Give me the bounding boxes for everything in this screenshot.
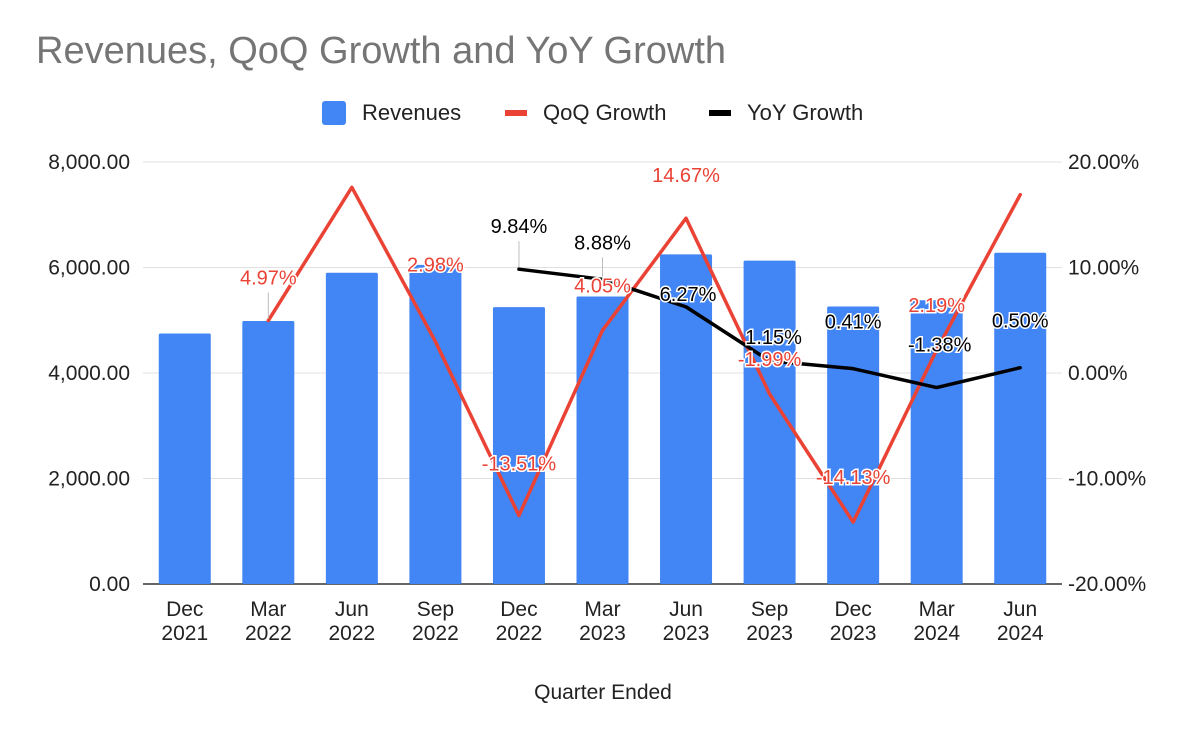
revenue-bar [910, 300, 963, 584]
yoy-data-label: 8.88% [574, 232, 631, 254]
revenue-bar [325, 272, 378, 584]
chart-title: Revenues, QoQ Growth and YoY Growth [36, 30, 727, 72]
left-axis-tick-label: 8,000.00 [48, 151, 130, 174]
x-axis-tick-label: Dec [500, 598, 537, 621]
x-axis-tick-label: Dec [166, 598, 203, 621]
x-axis-tick-label: 2023 [663, 622, 710, 645]
right-axis-tick-label: 20.00% [1068, 151, 1139, 174]
right-axis-ticks: -20.00% -10.00% 0.00% 10.00% 20.00% [1068, 151, 1146, 596]
x-axis-tick-label: Mar [250, 598, 286, 621]
x-axis-tick-label: Mar [584, 598, 620, 621]
yoy-data-label: 0.41% [825, 312, 882, 334]
x-axis-tick-label: 2023 [746, 622, 793, 645]
left-axis-tick-label: 6,000.00 [48, 257, 130, 280]
x-axis-tick-label: Dec [834, 598, 871, 621]
x-axis-tick-label: 2022 [412, 622, 459, 645]
yoy-series-line [517, 267, 1022, 390]
legend: Revenues QoQ Growth YoY Growth [0, 98, 1200, 128]
qoq-data-label: -1.99% [738, 349, 802, 371]
revenue-bar [242, 321, 295, 584]
qoq-data-label: 2.98% [407, 255, 464, 277]
x-axis-tick-label: 2023 [830, 622, 877, 645]
legend-swatch-yoy [709, 110, 731, 116]
revenue-bar [492, 307, 545, 584]
legend-label-qoq: QoQ Growth [543, 100, 667, 125]
x-axis-tick-label: 2022 [329, 622, 376, 645]
legend-item-revenues[interactable]: Revenues [322, 98, 461, 128]
x-axis-tick-label: 2021 [161, 622, 208, 645]
qoq-data-label: 14.67% [652, 165, 720, 187]
revenue-bar [743, 260, 796, 584]
yoy-data-label: 6.27% [660, 284, 717, 306]
legend-swatch-qoq [505, 110, 527, 116]
revenue-bar [576, 296, 629, 584]
qoq-data-label: -13.51% [482, 454, 557, 476]
x-axis-tick-label: 2023 [579, 622, 626, 645]
qoq-labels: 4.97% 2.98% -13.51% 4.05% 14.67% -1.99% -14.13… [238, 164, 966, 491]
left-axis-tick-label: 4,000.00 [48, 362, 130, 385]
left-axis-tick-label: 2,000.00 [48, 468, 130, 491]
left-axis-ticks: 0.00 2,000.00 4,000.00 6,000.00 8,000.00 [48, 151, 130, 596]
x-axis-tick-label: Jun [1003, 598, 1037, 621]
revenue-bars [158, 252, 1047, 585]
x-axis-tick-label: Sep [751, 598, 788, 621]
right-axis-tick-label: 10.00% [1068, 257, 1139, 280]
x-axis-title: Quarter Ended [534, 681, 672, 704]
yoy-data-label: 9.84% [491, 216, 548, 238]
x-axis-tick-label: Jun [669, 598, 703, 621]
qoq-data-label: 4.05% [574, 275, 631, 297]
x-axis-ticks: Dec2021Mar2022Jun2022Sep2022Dec2022Mar20… [161, 598, 1043, 645]
x-axis-tick-label: 2024 [913, 622, 960, 645]
x-axis-tick-label: Mar [919, 598, 955, 621]
x-axis-tick-label: Sep [417, 598, 454, 621]
right-axis-tick-label: -20.00% [1068, 573, 1146, 596]
legend-item-yoy[interactable]: YoY Growth [709, 98, 863, 128]
left-axis-tick-label: 0.00 [89, 573, 130, 596]
qoq-data-label: 4.97% [240, 268, 297, 290]
x-axis-tick-label: 2022 [496, 622, 543, 645]
yoy-data-label: 1.15% [745, 327, 802, 349]
qoq-data-label: -14.13% [816, 467, 891, 489]
x-axis-tick-label: Jun [335, 598, 369, 621]
qoq-series-line [266, 185, 1022, 524]
yoy-line [517, 267, 1022, 390]
legend-swatch-revenues [322, 101, 346, 125]
x-axis-tick-label: 2022 [245, 622, 292, 645]
yoy-labels: 9.84% 8.88% 6.27% 1.15% 0.41% -1.38% 0.50% [489, 215, 1050, 358]
yoy-data-label: -1.38% [908, 335, 972, 357]
yoy-data-label: 0.50% [992, 311, 1049, 333]
legend-label-yoy: YoY Growth [747, 100, 864, 125]
legend-label-revenues: Revenues [362, 100, 462, 125]
revenue-bar [827, 306, 880, 584]
right-axis-tick-label: -10.00% [1068, 468, 1146, 491]
revenue-bar [409, 264, 462, 584]
x-axis-tick-label: 2024 [997, 622, 1044, 645]
legend-item-qoq[interactable]: QoQ Growth [505, 98, 666, 128]
right-axis-tick-label: 0.00% [1068, 362, 1128, 385]
revenue-bar [660, 254, 713, 584]
qoq-line [266, 185, 1022, 524]
revenue-bar [994, 252, 1047, 585]
qoq-data-label: 2.19% [908, 295, 965, 317]
revenue-bar [158, 333, 211, 584]
